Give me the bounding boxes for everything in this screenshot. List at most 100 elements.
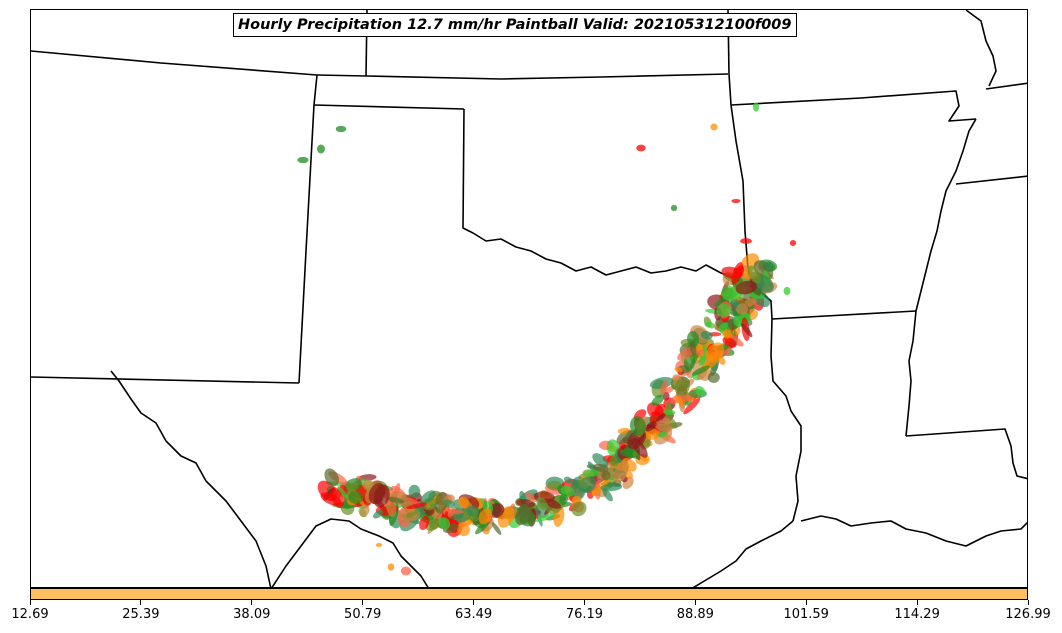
paintball-blob	[660, 380, 669, 395]
paintball-blob	[317, 144, 325, 154]
paintball-blob	[705, 342, 725, 363]
paintball-blob	[387, 496, 405, 504]
paintball-blob	[657, 431, 667, 438]
colorbar-tick-label: 38.09	[233, 607, 271, 622]
paintball-blob	[674, 395, 684, 406]
colorbar-tick	[694, 600, 696, 605]
paintball-blob	[405, 497, 421, 506]
paintball-blob	[731, 262, 744, 285]
paintball-blob	[438, 517, 451, 530]
paintball-blob	[663, 417, 671, 425]
colorbar-tick-label: 88.89	[676, 607, 714, 622]
border-nm-tx	[298, 104, 315, 384]
border-ar-mo	[730, 90, 977, 122]
border-ks-ok	[313, 104, 465, 110]
paintball-blob	[434, 491, 449, 514]
paintball-blob	[514, 506, 533, 526]
paintball-blob	[578, 476, 597, 493]
colorbar-tick	[1027, 600, 1029, 605]
colorbar-tick	[473, 600, 475, 605]
colorbar-tick-label: 126.99	[1005, 607, 1051, 622]
colorbar-tick	[140, 600, 142, 605]
paintball-blob	[559, 494, 568, 505]
paintball-blob	[544, 498, 562, 509]
paintball-blob	[324, 468, 340, 487]
paintball-blob	[683, 397, 701, 415]
map-title: Hourly Precipitation 12.7 mm/hr Paintbal…	[233, 13, 797, 37]
paintball-blob	[359, 505, 370, 518]
paintball-blob	[670, 204, 678, 212]
border-ky-tn	[985, 82, 1027, 90]
paintball-blob	[689, 340, 697, 356]
paintball-blob	[544, 485, 561, 495]
paintball-blob	[636, 144, 646, 152]
colorbar-tick	[916, 600, 918, 605]
map-panel	[30, 9, 1028, 588]
paintball-blob	[722, 329, 733, 339]
gulf-coastline	[692, 520, 794, 587]
paintball-blob	[362, 479, 374, 491]
paintball-blob	[330, 487, 344, 509]
paintball-blob	[368, 483, 386, 504]
paintball-blob	[783, 286, 791, 296]
paintball-blob	[346, 482, 359, 491]
paintball-blob	[535, 507, 543, 527]
colorbar-tick-label: 25.39	[122, 607, 160, 622]
paintball-blob	[651, 411, 660, 416]
paintball-blob	[698, 354, 707, 366]
paintball-blob	[375, 542, 383, 548]
border-la-ms	[905, 428, 1027, 480]
paintball-blob	[335, 125, 347, 133]
colorbar-tick-label: 50.79	[344, 607, 382, 622]
paintball-blob	[536, 497, 549, 510]
paintball-blob	[478, 508, 493, 525]
paintball-blob	[731, 198, 741, 204]
paintball-blob	[704, 321, 716, 329]
rio-grande	[271, 518, 429, 587]
paintball-blob	[387, 563, 395, 571]
paintball-blob	[736, 303, 749, 315]
paintball-blob	[337, 486, 348, 498]
paintball-swaths	[297, 102, 797, 576]
border-nm-south	[31, 376, 300, 384]
paintball-blob	[663, 409, 676, 416]
paintball-blob	[348, 490, 363, 505]
mississippi-river	[905, 118, 977, 437]
paintball-blob	[592, 453, 609, 468]
paintball-blob	[707, 372, 720, 383]
paintball-blob	[466, 505, 479, 517]
paintball-blob	[600, 483, 623, 492]
paintball-blob	[563, 476, 573, 484]
paintball-blob	[458, 496, 470, 509]
paintball-blob	[789, 240, 797, 246]
paintball-blob	[535, 513, 556, 522]
paintball-blob	[629, 416, 646, 437]
border-tx-la	[770, 318, 802, 522]
colorbar	[30, 588, 1028, 600]
paintball-blob	[408, 484, 421, 499]
paintball-blob	[420, 490, 436, 504]
paintball-blob	[592, 463, 609, 472]
border-ok-ar	[730, 104, 773, 320]
map-canvas	[31, 10, 1027, 587]
paintball-blob	[458, 512, 464, 519]
paintball-blob	[692, 365, 710, 376]
paintball-blob	[406, 502, 428, 509]
paintball-blob	[752, 102, 760, 112]
paintball-blob	[406, 508, 420, 518]
paintball-blob	[571, 501, 587, 517]
paintball-blob	[447, 508, 456, 518]
paintball-blob	[419, 515, 430, 531]
border-tx-west	[110, 370, 272, 587]
paintball-blob	[716, 303, 732, 317]
border-ar-la	[771, 310, 917, 320]
paintball-blob	[602, 488, 613, 502]
colorbar-tick	[583, 600, 585, 605]
border-co-ks	[313, 74, 318, 106]
paintball-blob	[700, 330, 713, 340]
paintball-blob	[601, 470, 611, 481]
paintball-blob	[475, 521, 490, 535]
colorbar-tick	[805, 600, 807, 605]
louisiana-coast	[800, 515, 1027, 547]
paintball-blob	[710, 123, 718, 131]
